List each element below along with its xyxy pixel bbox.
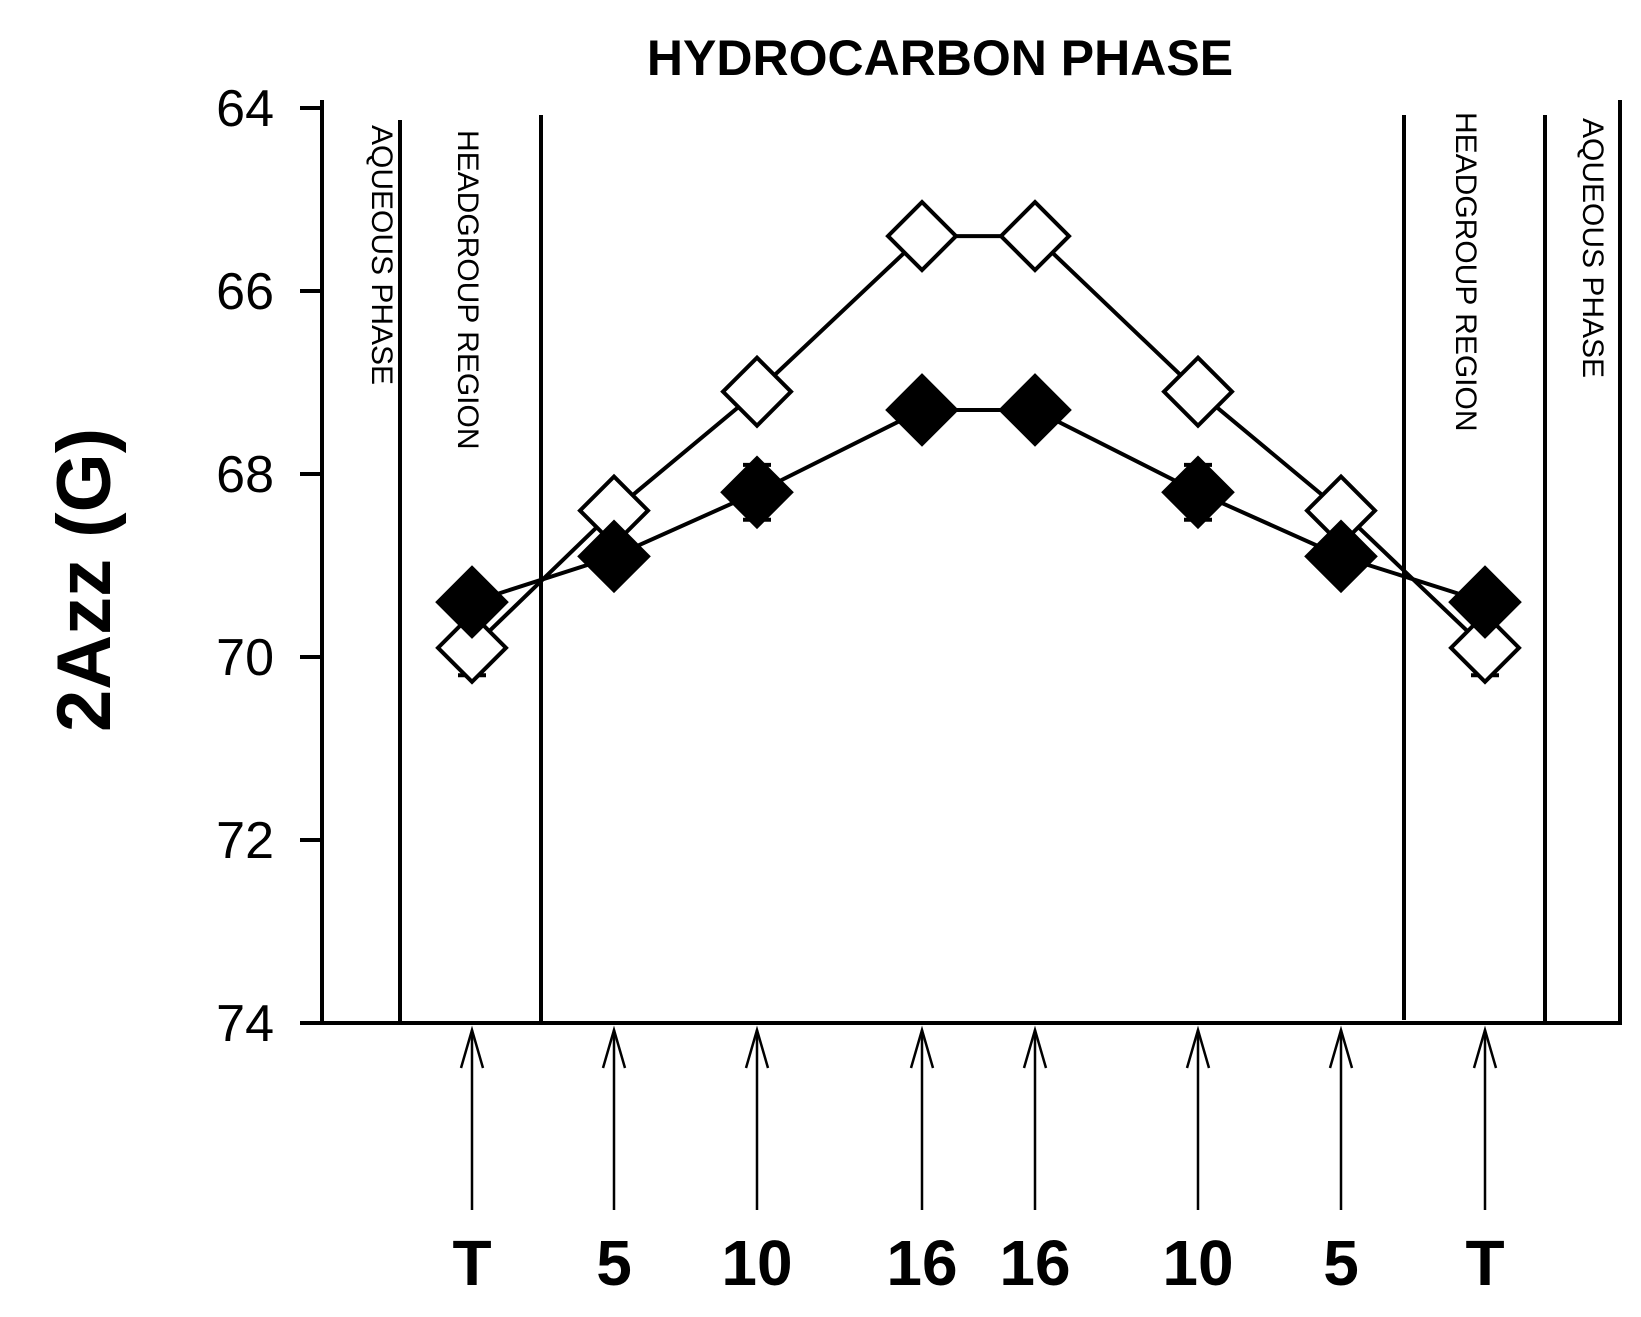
- open-diamond-marker: [1448, 611, 1522, 685]
- x-position-arrows: [459, 1025, 1498, 1210]
- axes: [320, 100, 1622, 1025]
- x-tick-label: 16: [886, 1227, 957, 1299]
- x-arrow-head: [459, 1025, 485, 1069]
- x-arrow-head: [601, 1025, 627, 1069]
- right-headgroup-label: HEADGROUP REGION: [1449, 112, 1482, 432]
- x-tick-label: 5: [596, 1227, 632, 1299]
- filled-diamond-marker: [435, 565, 509, 639]
- y-tick-label: 72: [216, 812, 274, 870]
- x-tick-label: T: [1465, 1227, 1504, 1299]
- x-tick-label: T: [452, 1227, 491, 1299]
- filled-diamond-marker: [1448, 565, 1522, 639]
- open-diamond-marker: [885, 199, 959, 273]
- filled-diamond-marker: [1161, 455, 1235, 530]
- chart-title: HYDROCARBON PHASE: [647, 30, 1233, 86]
- error-bars: [458, 229, 1499, 678]
- right-aqueous-label: AQUEOUS PHASE: [1576, 118, 1609, 378]
- x-arrow-head: [909, 1025, 935, 1069]
- open-diamond-marker: [435, 611, 509, 685]
- y-tick-label: 64: [216, 80, 274, 138]
- series-markers: [435, 199, 1522, 685]
- region-boundaries: [398, 115, 1547, 1023]
- x-tick-label: 5: [1323, 1227, 1359, 1299]
- x-arrow-head: [744, 1025, 770, 1069]
- y-axis-label: 2Azz (G): [42, 428, 127, 732]
- left-aqueous-label: AQUEOUS PHASE: [365, 125, 398, 385]
- x-tick-labels: T 5 10 16 16 10 5 T: [452, 1227, 1504, 1299]
- open-diamond-marker: [998, 199, 1072, 273]
- x-arrow-head: [1328, 1025, 1354, 1069]
- filled-diamond-marker: [577, 519, 651, 594]
- x-tick-label: 10: [1162, 1227, 1233, 1299]
- x-arrow-head: [1185, 1025, 1211, 1069]
- y-tick-label: 68: [216, 446, 274, 504]
- open-diamond-marker: [1161, 354, 1235, 429]
- y-tick-label: 66: [216, 263, 274, 321]
- x-arrow-head: [1022, 1025, 1048, 1069]
- filled-diamond-marker: [998, 373, 1072, 447]
- x-tick-label: 10: [721, 1227, 792, 1299]
- left-headgroup-label: HEADGROUP REGION: [451, 130, 484, 450]
- x-arrow-head: [1472, 1025, 1498, 1069]
- y-tick-label: 70: [216, 629, 274, 687]
- y-tick-label: 74: [216, 995, 274, 1053]
- filled-diamond-marker: [1304, 519, 1378, 594]
- open-diamond-marker: [720, 354, 794, 429]
- series-line: [470, 234, 1487, 650]
- region-labels: AQUEOUS PHASE HEADGROUP REGION HEADGROUP…: [365, 112, 1609, 450]
- filled-diamond-marker: [720, 455, 794, 530]
- filled-diamond-marker: [885, 373, 959, 447]
- series-lines: [470, 234, 1487, 650]
- x-tick-label: 16: [999, 1227, 1070, 1299]
- y-ticks: 64 66 68 70 72 74: [216, 80, 322, 1053]
